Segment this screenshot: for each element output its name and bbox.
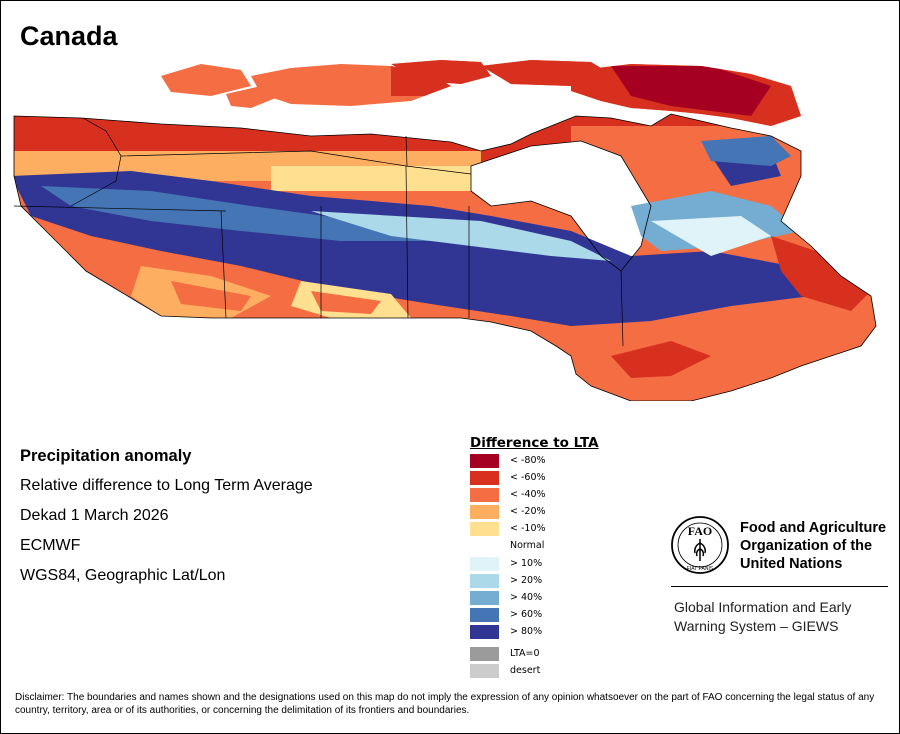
legend-label: < -60%	[510, 472, 546, 483]
precipitation-anomaly-map	[13, 60, 877, 401]
fao-name: Food and Agriculture Organization of the…	[740, 520, 887, 572]
legend-label: < -40%	[510, 489, 546, 500]
giews-name: Global Information and Early Warning Sys…	[674, 599, 852, 634]
legend-swatch	[470, 664, 499, 678]
legend-swatch	[470, 591, 499, 605]
legend-swatch	[470, 488, 499, 502]
legend: Difference to LTA < -80% < -60% < -40% < -2…	[470, 435, 600, 678]
legend-swatch	[470, 454, 499, 468]
legend-swatch	[470, 608, 499, 622]
legend-swatch	[470, 522, 499, 536]
fao-divider	[671, 586, 888, 587]
legend-label: > 80%	[510, 626, 543, 637]
legend-swatch	[470, 471, 499, 485]
map-projection: WGS84, Geographic Lat/Lon	[20, 567, 226, 584]
disclaimer: Disclaimer: The boundaries and names sho…	[15, 692, 875, 716]
map-title: Canada	[20, 21, 118, 51]
legend-label: LTA=0	[510, 648, 540, 659]
legend-label: > 40%	[510, 592, 543, 603]
map-heading: Precipitation anomaly	[20, 447, 192, 465]
legend-label: < -20%	[510, 506, 546, 517]
fao-logo-motto: FIAT PANIS	[687, 566, 714, 572]
legend-swatch	[470, 557, 499, 571]
legend-swatch	[470, 625, 499, 639]
legend-label: < -10%	[510, 523, 546, 534]
map-info: Precipitation anomaly Relative differenc…	[20, 441, 313, 591]
fao-logo-icon: FAO FIAT PANIS	[671, 516, 729, 574]
legend-label: < -80%	[510, 455, 546, 466]
legend-label: > 60%	[510, 609, 543, 620]
legend-label: > 10%	[510, 558, 543, 569]
fao-logo-letters: FAO	[688, 524, 712, 538]
map-period: Dekad 1 March 2026	[20, 507, 169, 524]
map-subtitle: Relative difference to Long Term Average	[20, 477, 313, 494]
map-source: ECMWF	[20, 537, 81, 554]
legend-swatch	[470, 574, 499, 588]
legend-label: Normal	[510, 540, 545, 551]
legend-title: Difference to LTA	[470, 435, 599, 451]
legend-label: > 20%	[510, 575, 543, 586]
legend-label: desert	[510, 665, 541, 676]
legend-swatch	[470, 647, 499, 661]
legend-swatch	[470, 505, 499, 519]
